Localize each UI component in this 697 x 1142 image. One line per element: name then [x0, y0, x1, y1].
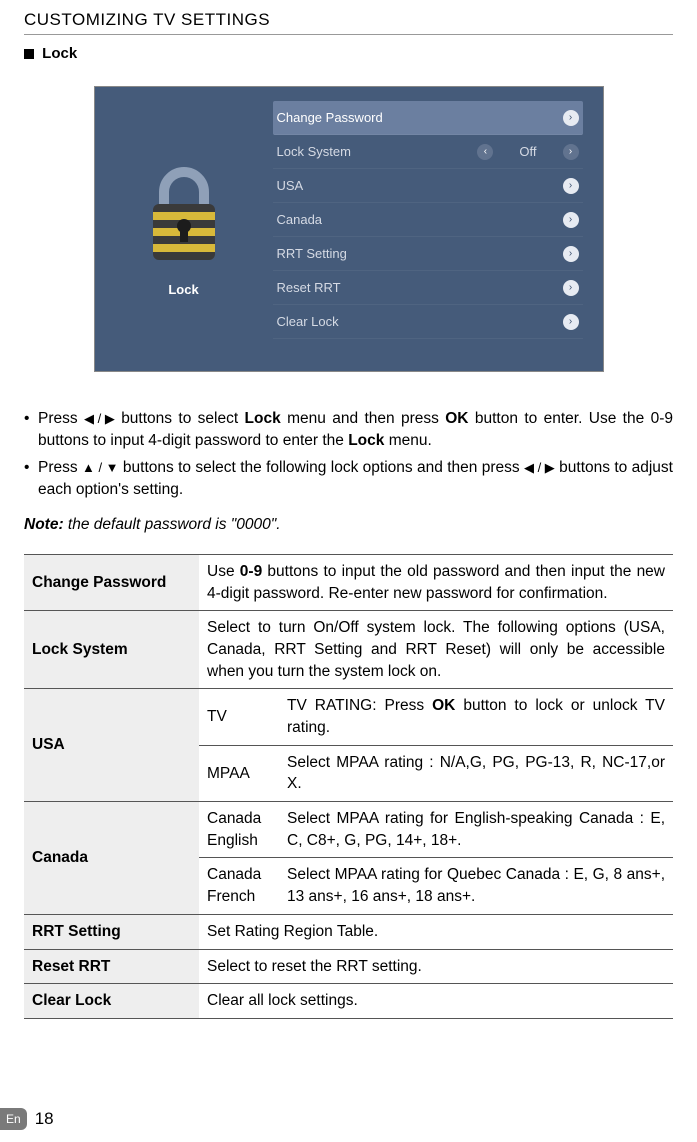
- menu-row-right: ›: [563, 110, 579, 126]
- t: 0-9: [240, 563, 262, 580]
- label-usa: USA: [24, 689, 199, 802]
- row-rrt-setting: RRT Setting Set Rating Region Table.: [24, 914, 673, 949]
- instruction-2: Press ▲ / ▼ buttons to select the follow…: [24, 457, 673, 502]
- menu-left-label: Lock: [168, 282, 198, 297]
- menu-row-label: Lock System: [277, 144, 478, 159]
- label-usa-tv: TV: [199, 689, 279, 745]
- menu-row-3[interactable]: Canada›: [273, 203, 583, 237]
- menu-row-right: ‹ Off ›: [477, 144, 578, 160]
- chevron-right-icon[interactable]: ›: [563, 178, 579, 194]
- lang-badge: En: [0, 1108, 27, 1130]
- t: OK: [432, 697, 455, 714]
- t: menu.: [384, 432, 431, 449]
- t: Lock: [245, 410, 281, 427]
- settings-table: Change Password Use 0-9 buttons to input…: [24, 554, 673, 1019]
- menu-row-label: RRT Setting: [277, 246, 563, 261]
- menu-row-right: ›: [563, 178, 579, 194]
- menu-row-label: Change Password: [277, 110, 563, 125]
- row-lock-system: Lock System Select to turn On/Off system…: [24, 611, 673, 689]
- chevron-left-icon[interactable]: ‹: [477, 144, 493, 160]
- label-clear-lock: Clear Lock: [24, 984, 199, 1019]
- desc-reset-rrt: Select to reset the RRT setting.: [199, 949, 673, 984]
- menu-row-value: Off: [519, 144, 536, 159]
- t: TV RATING: Press: [287, 697, 432, 714]
- label-rrt-setting: RRT Setting: [24, 914, 199, 949]
- label-change-password: Change Password: [24, 554, 199, 610]
- menu-row-label: Clear Lock: [277, 314, 563, 329]
- menu-left: Lock: [95, 87, 273, 371]
- label-lock-system: Lock System: [24, 611, 199, 689]
- desc-lock-system: Select to turn On/Off system lock. The f…: [199, 611, 673, 689]
- lock-heading: Lock: [24, 45, 673, 62]
- menu-right: Change Password›Lock System‹Off›USA›Cana…: [273, 87, 603, 371]
- t: buttons to input the old password and th…: [207, 563, 665, 602]
- row-canada-eng: Canada Canada English Select MPAA rating…: [24, 802, 673, 858]
- t: Lock: [348, 432, 384, 449]
- chevron-right-icon[interactable]: ›: [563, 144, 579, 160]
- chevron-right-icon[interactable]: ›: [563, 212, 579, 228]
- desc-usa-mpaa: Select MPAA rating : N/A,G, PG, PG-13, R…: [279, 745, 673, 801]
- menu-row-right: ›: [563, 212, 579, 228]
- t: buttons to select the following lock opt…: [119, 459, 524, 476]
- label-canada-fr: Canada French: [199, 858, 279, 914]
- menu-row-5[interactable]: Reset RRT›: [273, 271, 583, 305]
- lock-heading-text: Lock: [42, 45, 77, 62]
- menu-row-label: USA: [277, 178, 563, 193]
- desc-canada-eng: Select MPAA rating for English-speaking …: [279, 802, 673, 858]
- menu-row-2[interactable]: USA›: [273, 169, 583, 203]
- chevron-right-icon[interactable]: ›: [563, 110, 579, 126]
- t: menu and then press: [281, 410, 446, 427]
- instruction-list: Press ◀ / ▶ buttons to select Lock menu …: [24, 408, 673, 502]
- label-usa-mpaa: MPAA: [199, 745, 279, 801]
- chevron-right-icon[interactable]: ›: [563, 314, 579, 330]
- lock-icon: [139, 162, 229, 272]
- menu-row-6[interactable]: Clear Lock›: [273, 305, 583, 339]
- label-reset-rrt: Reset RRT: [24, 949, 199, 984]
- label-canada-eng: Canada English: [199, 802, 279, 858]
- up-down-icon: ▲ / ▼: [82, 461, 119, 474]
- note-text: the default password is "0000".: [64, 516, 281, 533]
- note-label: Note:: [24, 516, 64, 533]
- t: buttons to select: [115, 410, 245, 427]
- row-change-password: Change Password Use 0-9 buttons to input…: [24, 554, 673, 610]
- note: Note: the default password is "0000".: [24, 516, 673, 534]
- t: Use: [207, 563, 240, 580]
- menu-row-right: ›: [563, 246, 579, 262]
- page-number: 18: [35, 1109, 54, 1129]
- menu-row-right: ›: [563, 314, 579, 330]
- chevron-right-icon[interactable]: ›: [563, 280, 579, 296]
- desc-clear-lock: Clear all lock settings.: [199, 984, 673, 1019]
- t: Press: [38, 459, 82, 476]
- page-footer: En 18: [0, 1108, 54, 1130]
- t: OK: [445, 410, 468, 427]
- desc-usa-tv: TV RATING: Press OK button to lock or un…: [279, 689, 673, 745]
- section-title: CUSTOMIZING TV SETTINGS: [24, 10, 673, 35]
- t: Press: [38, 410, 84, 427]
- lock-menu-panel: Lock Change Password›Lock System‹Off›USA…: [94, 86, 604, 372]
- label-canada: Canada: [24, 802, 199, 915]
- row-reset-rrt: Reset RRT Select to reset the RRT settin…: [24, 949, 673, 984]
- menu-row-label: Canada: [277, 212, 563, 227]
- row-usa-tv: USA TV TV RATING: Press OK button to loc…: [24, 689, 673, 745]
- menu-row-label: Reset RRT: [277, 280, 563, 295]
- menu-row-4[interactable]: RRT Setting›: [273, 237, 583, 271]
- row-clear-lock: Clear Lock Clear all lock settings.: [24, 984, 673, 1019]
- left-right-icon: ◀ / ▶: [524, 461, 555, 474]
- menu-row-0[interactable]: Change Password›: [273, 101, 583, 135]
- desc-change-password: Use 0-9 buttons to input the old passwor…: [199, 554, 673, 610]
- menu-row-1[interactable]: Lock System‹ Off ›: [273, 135, 583, 169]
- left-right-icon: ◀ / ▶: [84, 412, 115, 425]
- chevron-right-icon[interactable]: ›: [563, 246, 579, 262]
- desc-canada-fr: Select MPAA rating for Quebec Canada : E…: [279, 858, 673, 914]
- menu-row-right: ›: [563, 280, 579, 296]
- desc-rrt-setting: Set Rating Region Table.: [199, 914, 673, 949]
- instruction-1: Press ◀ / ▶ buttons to select Lock menu …: [24, 408, 673, 453]
